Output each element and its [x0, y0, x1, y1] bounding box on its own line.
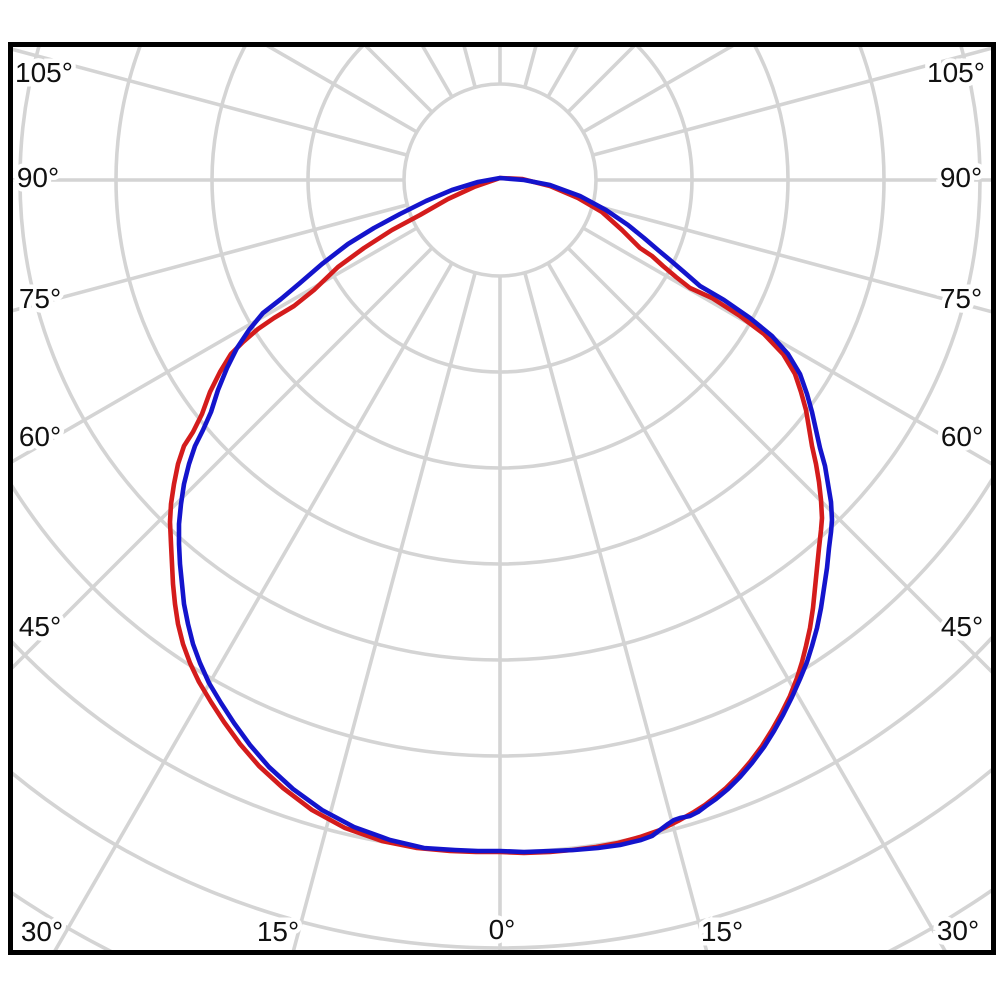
curve-blue [176, 175, 835, 855]
grid-radial-line [13, 226, 418, 464]
angle-label: 75° [19, 283, 61, 314]
grid-radial-line [523, 272, 709, 950]
grid-radial-line [566, 246, 991, 674]
angle-label: 30° [21, 916, 63, 947]
grid-radial-line [13, 47, 408, 157]
angle-label: 90° [940, 162, 982, 193]
angle-label: 30° [937, 915, 979, 946]
angle-label: 105° [15, 57, 73, 88]
chart-frame [8, 42, 996, 955]
grid-radial-line [53, 262, 454, 950]
angle-label: 0° [489, 914, 516, 945]
grid-radial-line [13, 246, 434, 670]
angle-label: 15° [257, 916, 299, 947]
grid-radial-line [13, 203, 408, 313]
angle-label: 45° [941, 611, 983, 642]
angle-label: 105° [927, 57, 985, 88]
angle-label: 75° [940, 283, 982, 314]
grid-radial-line [546, 262, 947, 950]
grid-radial-line [291, 272, 477, 950]
angle-label: 45° [19, 611, 61, 642]
grid-radial-line [592, 203, 991, 314]
angle-label: 60° [941, 421, 983, 452]
angle-label: 90° [17, 162, 59, 193]
angle-label: 60° [19, 421, 61, 452]
grid-radial-line [592, 47, 991, 157]
angle-label: 15° [701, 916, 743, 947]
